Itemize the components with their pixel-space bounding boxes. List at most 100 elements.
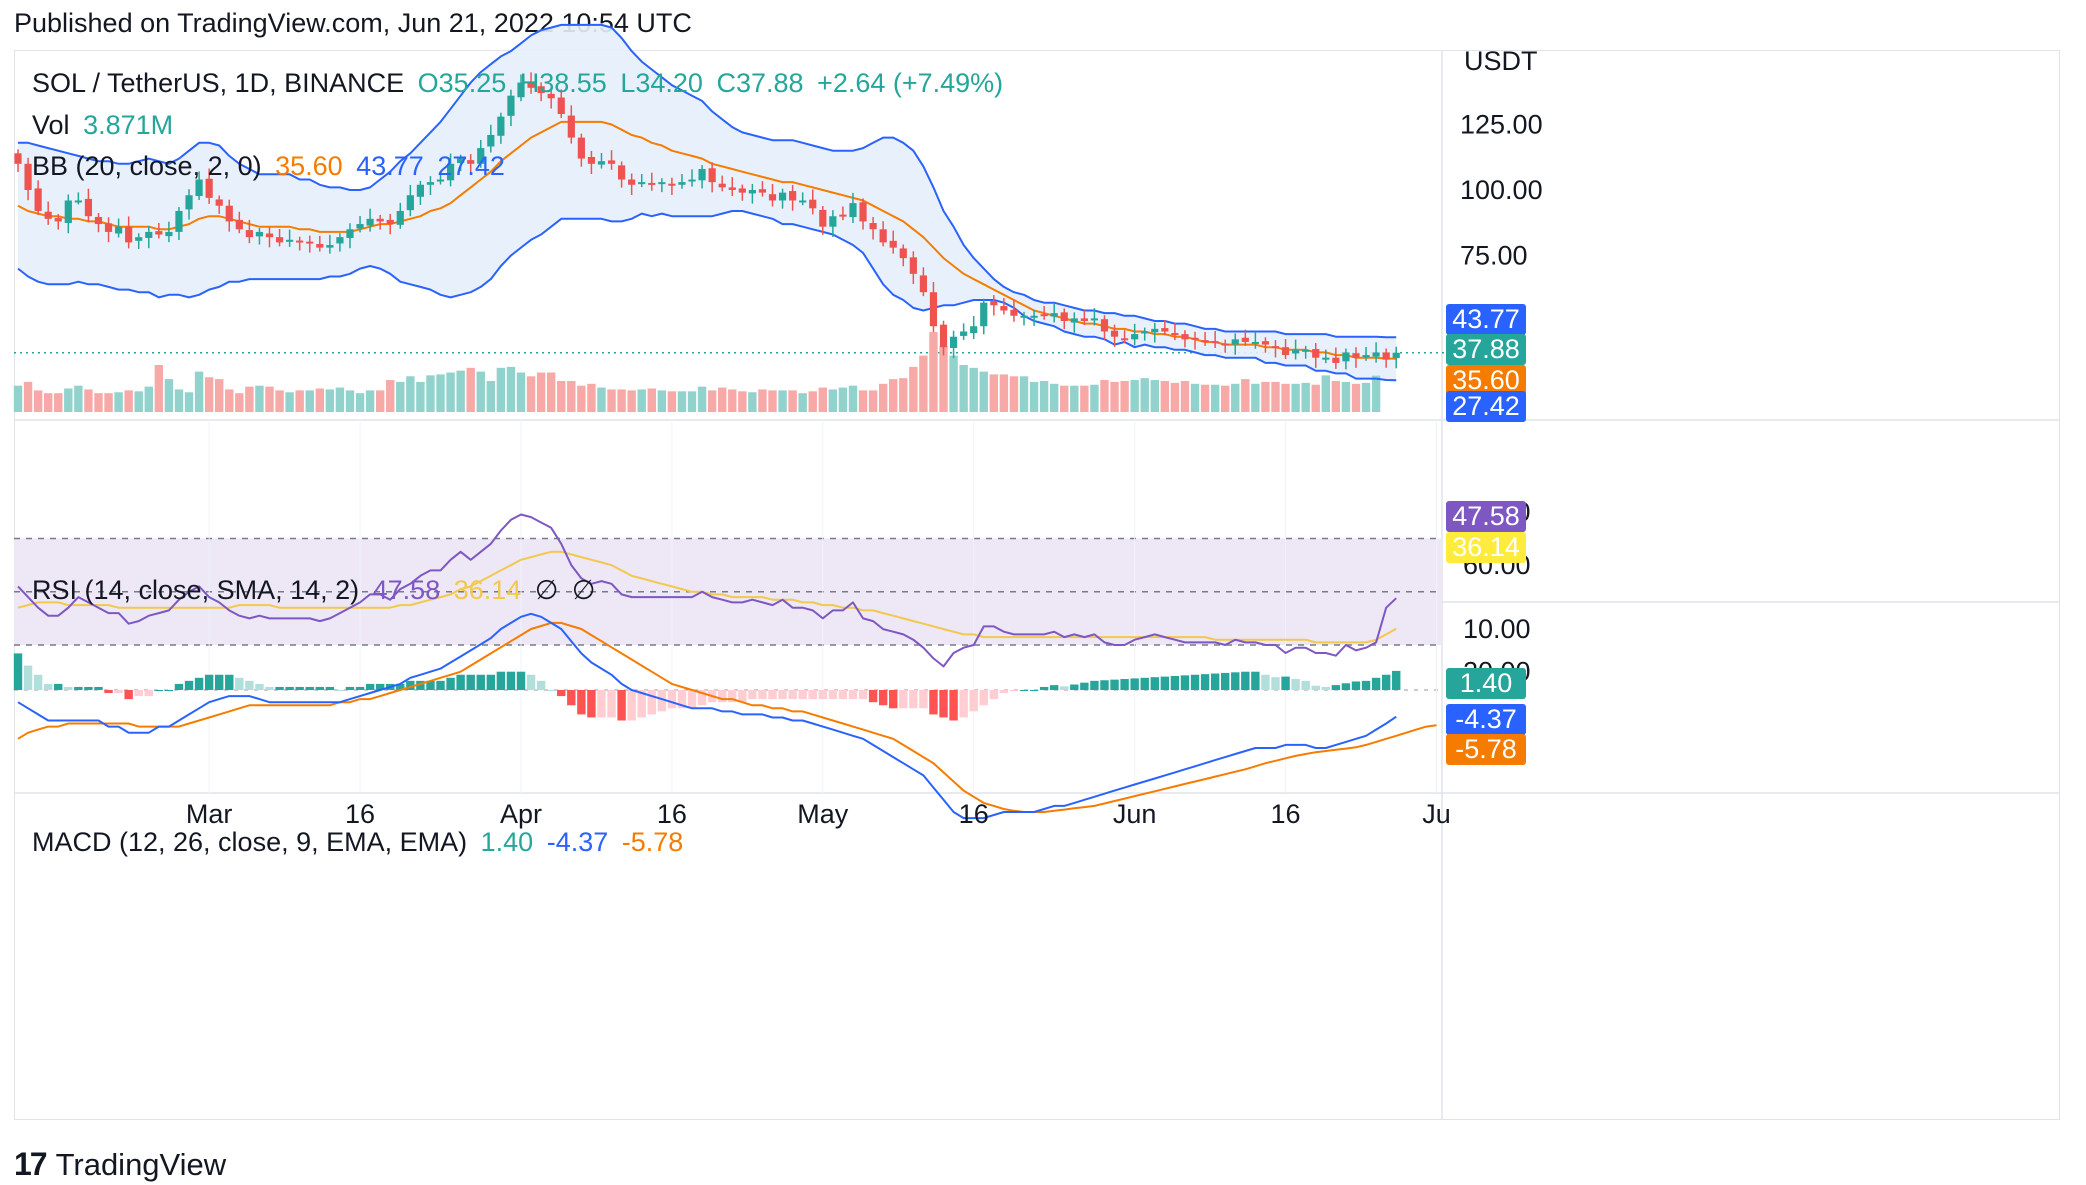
candle-body-20 xyxy=(215,199,223,206)
volume-bar-7 xyxy=(84,389,93,412)
candle-65 xyxy=(668,177,676,195)
volume-bar-123 xyxy=(1251,383,1260,412)
macd-hist-bar-99 xyxy=(1009,690,1019,692)
macd-hist-bar-86 xyxy=(878,690,888,706)
macd-hist-bar-26 xyxy=(275,686,284,690)
candle-body-45 xyxy=(467,160,475,164)
macd-hist-bar-91 xyxy=(929,690,938,715)
candle-100 xyxy=(1020,311,1028,326)
legend-rsi-extra2: ∅ xyxy=(571,575,596,605)
candle-22 xyxy=(235,211,243,234)
macd-hist-bar-35 xyxy=(365,683,375,690)
candle-body-124 xyxy=(1261,341,1270,345)
candle-4 xyxy=(54,214,62,230)
volume-bar-86 xyxy=(878,383,888,412)
candle-86 xyxy=(879,221,887,247)
macd-hist-bar-43 xyxy=(446,677,455,690)
volume-bar-130 xyxy=(1321,375,1330,412)
legend-rsi-extra1: ∅ xyxy=(534,575,559,605)
candle-body-60 xyxy=(618,165,626,180)
volume-bar-109 xyxy=(1110,381,1119,412)
macd-hist-bar-63 xyxy=(647,690,656,715)
macd-hist-bar-17 xyxy=(184,680,194,690)
macd-hist-bar-131 xyxy=(1331,685,1341,690)
footer-brand-text: TradingView xyxy=(55,1146,227,1182)
candle-46 xyxy=(477,139,485,168)
candle-body-106 xyxy=(1080,318,1088,321)
volume-bar-127 xyxy=(1291,383,1300,412)
volume-bar-26 xyxy=(275,390,284,412)
volume-bar-25 xyxy=(265,386,274,412)
legend-vol-label: Vol xyxy=(32,110,70,140)
candle-body-105 xyxy=(1070,318,1078,323)
volume-bar-40 xyxy=(416,381,425,412)
volume-bar-79 xyxy=(808,391,817,412)
macd-hist-bar-78 xyxy=(798,690,807,700)
macd-hist-bar-64 xyxy=(657,690,667,712)
macd-hist-bar-101 xyxy=(1029,690,1039,691)
candle-117 xyxy=(1191,331,1199,350)
candle-95 xyxy=(970,316,978,340)
macd-hist-bar-21 xyxy=(225,674,234,690)
candle-body-67 xyxy=(688,179,696,182)
volume-bar-33 xyxy=(345,390,355,412)
candle-43 xyxy=(446,153,455,187)
macd-hist-bar-65 xyxy=(667,690,677,709)
candle-19 xyxy=(205,168,213,204)
candle-32 xyxy=(336,233,344,252)
macd-hist-bar-122 xyxy=(1241,671,1250,690)
candle-96 xyxy=(980,298,988,335)
candle-body-98 xyxy=(1000,306,1008,311)
macd-hist-bar-57 xyxy=(587,690,596,718)
macd-hist-bar-1 xyxy=(23,665,33,690)
volume-bar-59 xyxy=(607,389,616,412)
candle-128 xyxy=(1302,345,1310,359)
candle-114 xyxy=(1161,319,1169,336)
candle-132 xyxy=(1342,348,1350,370)
candle-39 xyxy=(406,185,414,217)
candle-130 xyxy=(1322,349,1330,364)
volume-bar-131 xyxy=(1331,380,1341,412)
macd-hist-bar-124 xyxy=(1261,674,1270,690)
candle-body-6 xyxy=(74,200,82,203)
candle-60 xyxy=(618,161,626,188)
candle-body-79 xyxy=(809,199,817,209)
volume-bar-27 xyxy=(285,392,294,412)
volume-bar-64 xyxy=(657,390,667,412)
macd-hist-bar-73 xyxy=(748,690,757,700)
macd-hist-bar-77 xyxy=(788,690,797,700)
candle-body-53 xyxy=(547,93,555,99)
macd-hist-bar-112 xyxy=(1140,677,1149,690)
volume-bar-12 xyxy=(134,391,143,412)
volume-bar-70 xyxy=(718,387,727,412)
candle-body-1 xyxy=(24,163,32,190)
candle-body-56 xyxy=(577,137,585,159)
macd-hist-bar-55 xyxy=(567,690,576,706)
volume-bar-30 xyxy=(315,388,324,412)
candle-body-18 xyxy=(195,179,203,197)
volume-bar-113 xyxy=(1150,380,1159,412)
time-tick-5: 16 xyxy=(959,799,989,829)
volume-bar-93 xyxy=(949,355,958,412)
volume-bar-111 xyxy=(1130,380,1139,412)
volume-bar-72 xyxy=(738,391,747,412)
macd-tag-text-1: -4.37 xyxy=(1455,704,1517,734)
candle-body-73 xyxy=(748,190,756,194)
volume-bar-43 xyxy=(446,372,455,412)
volume-bar-44 xyxy=(456,370,465,412)
candle-body-119 xyxy=(1211,341,1219,344)
footer-brand[interactable]: 17 TradingView xyxy=(14,1146,226,1183)
macd-hist-bar-128 xyxy=(1301,680,1310,690)
candle-body-16 xyxy=(175,210,183,232)
candle-body-129 xyxy=(1312,349,1320,358)
candle-body-92 xyxy=(939,324,948,348)
price-tag-text-0: 43.77 xyxy=(1452,304,1520,334)
candle-104 xyxy=(1060,308,1068,330)
candle-13 xyxy=(145,225,153,249)
legend-symbol: SOL / TetherUS, 1D, BINANCE xyxy=(32,68,405,98)
macd-hist-bar-107 xyxy=(1090,680,1099,690)
candle-103 xyxy=(1050,302,1058,323)
legend-rsi-label: RSI (14, close, SMA, 14, 2) xyxy=(32,575,360,605)
volume-bar-65 xyxy=(667,391,677,412)
